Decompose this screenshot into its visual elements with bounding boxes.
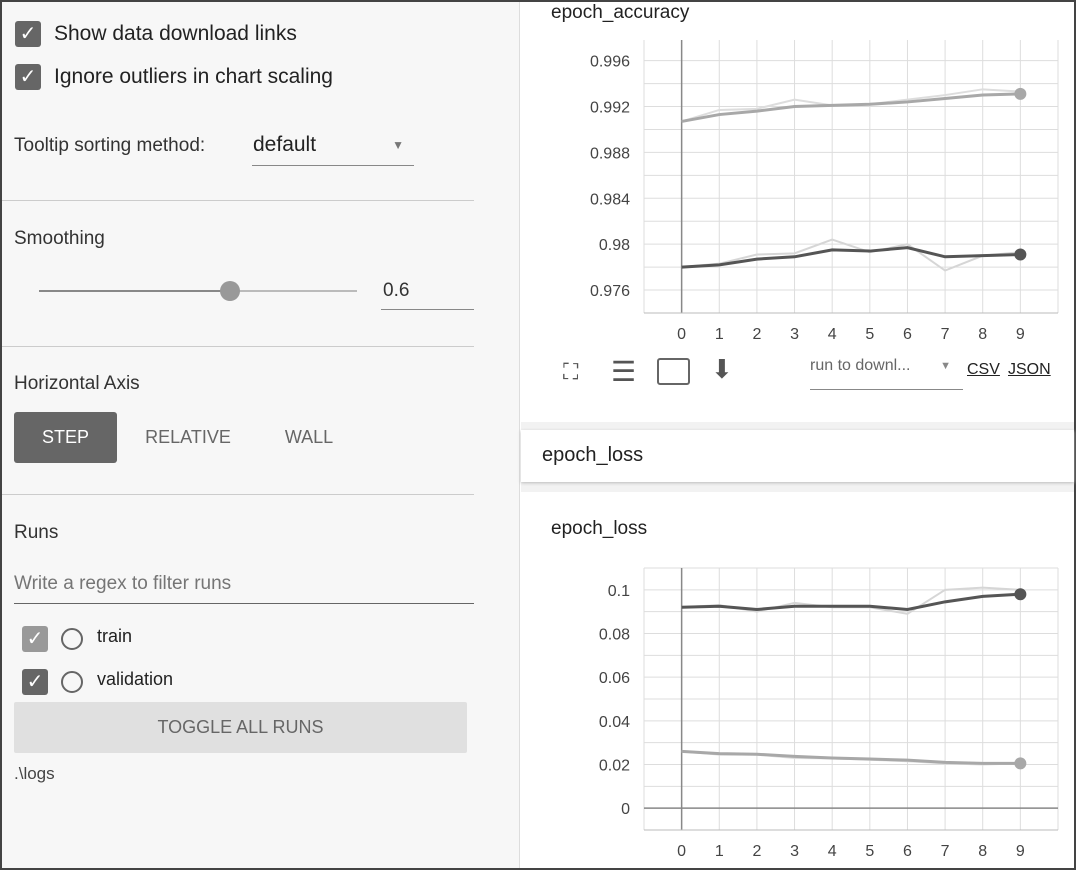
- group-header-epoch-loss[interactable]: epoch_loss: [521, 430, 1074, 482]
- run-filter-input[interactable]: [14, 564, 474, 604]
- horizontal-axis-label: Horizontal Axis: [14, 373, 140, 394]
- x-tick-label: 3: [790, 843, 799, 860]
- x-tick-label: 7: [941, 326, 950, 343]
- y-tick-label: 0.04: [599, 714, 630, 731]
- y-tick-label: 0.02: [599, 758, 630, 775]
- csv-link[interactable]: CSV: [967, 361, 1000, 378]
- x-tick-label: 0: [677, 843, 686, 860]
- tooltip-sorting-value: default: [253, 133, 317, 156]
- axis-step-button[interactable]: STEP: [14, 412, 117, 463]
- raw-line-validation: [681, 238, 1021, 272]
- x-tick-label: 0: [677, 326, 686, 343]
- x-tick-label: 3: [790, 326, 799, 343]
- smoothing-label: Smoothing: [14, 228, 105, 249]
- accuracy-chart[interactable]: 0.996 0.992 0.988 0.984 0.98 0.976 0 1 2 3 4 5 6 7 8 9: [521, 2, 1074, 347]
- series-endpoint-train: [1014, 87, 1027, 100]
- slider-fill: [39, 290, 229, 292]
- run-validation-label: validation: [97, 669, 174, 689]
- series-line-train: [681, 92, 1021, 123]
- x-tick-label: 6: [903, 843, 912, 860]
- divider: [2, 200, 474, 201]
- series-endpoint-train: [1014, 757, 1027, 770]
- group-title: epoch_loss: [542, 444, 644, 466]
- loss-chart-card: epoch_loss 0.1 0.08 0.06 0.04 0.02 0 0 1 2 3 4 5 6 7 8…: [521, 492, 1074, 868]
- axis-relative-button[interactable]: RELATIVE: [145, 427, 231, 447]
- run-train-label: train: [97, 626, 133, 646]
- smoothing-input[interactable]: 0.6: [381, 274, 474, 310]
- y-tick-label: 0.988: [590, 145, 630, 162]
- slider-thumb[interactable]: [220, 281, 240, 301]
- json-link[interactable]: JSON: [1008, 361, 1051, 378]
- settings-sidebar: ✓ Show data download links ✓ Ignore outl…: [2, 2, 520, 868]
- x-tick-label: 9: [1016, 326, 1025, 343]
- x-tick-label: 6: [903, 326, 912, 343]
- download-icon[interactable]: ⬇: [711, 354, 733, 384]
- y-tick-label: 0.1: [608, 583, 630, 600]
- series-line-validation: [681, 246, 1021, 269]
- series-line-train: [681, 749, 1021, 765]
- x-tick-label: 9: [1016, 843, 1025, 860]
- ignore-outliers-checkbox[interactable]: ✓: [15, 64, 41, 90]
- divider: [2, 494, 474, 495]
- y-tick-label: 0.992: [590, 100, 630, 117]
- x-tick-label: 1: [715, 326, 724, 343]
- x-tick-label: 2: [752, 326, 761, 343]
- ignore-outliers-label: Ignore outliers in chart scaling: [54, 65, 333, 88]
- run-validation-checkbox[interactable]: ✓: [22, 669, 48, 695]
- runs-label: Runs: [14, 522, 59, 543]
- y-tick-label: 0.08: [599, 627, 630, 644]
- fullscreen-icon[interactable]: ⛶: [563, 359, 579, 384]
- x-tick-label: 7: [941, 843, 950, 860]
- x-tick-label: 8: [978, 326, 987, 343]
- toggle-all-runs-button[interactable]: TOGGLE ALL RUNS: [14, 702, 467, 753]
- accuracy-chart-card: epoch_accuracy 0.996 0.992 0.988 0.984 0.98 0…: [521, 2, 1074, 422]
- tooltip-sorting-label: Tooltip sorting method:: [14, 135, 206, 156]
- axis-wall-button[interactable]: WALL: [284, 427, 334, 447]
- series-endpoint-validation: [1014, 248, 1027, 261]
- dropdown-arrow-icon: ▼: [940, 360, 951, 372]
- x-tick-label: 4: [828, 843, 837, 860]
- x-tick-label: 1: [715, 843, 724, 860]
- raw-line-validation: [681, 586, 1021, 615]
- x-tick-label: 5: [865, 326, 874, 343]
- lines-icon[interactable]: ☰: [611, 356, 637, 387]
- x-tick-label: 8: [978, 843, 987, 860]
- run-train-radio[interactable]: [61, 628, 83, 650]
- show-download-links-checkbox[interactable]: ✓: [15, 21, 41, 47]
- fit-domain-icon[interactable]: [657, 358, 690, 385]
- loss-chart[interactable]: 0.1 0.08 0.06 0.04 0.02 0 0 1 2 3 4 5 6 7 8 9: [521, 492, 1074, 868]
- y-tick-label: 0.98: [599, 237, 630, 254]
- run-download-placeholder: run to downl...: [810, 357, 911, 374]
- log-dir-label: .\logs: [14, 764, 55, 783]
- charts-area: epoch_accuracy 0.996 0.992 0.988 0.984 0.98 0…: [521, 2, 1074, 868]
- y-tick-label: 0.976: [590, 283, 630, 300]
- series-endpoint-validation: [1014, 588, 1027, 601]
- y-tick-label: 0.996: [590, 54, 630, 71]
- run-validation-radio[interactable]: [61, 671, 83, 693]
- x-tick-label: 4: [828, 326, 837, 343]
- tooltip-sorting-select[interactable]: default ▼: [252, 130, 414, 166]
- x-tick-label: 5: [865, 843, 874, 860]
- y-tick-label: 0: [621, 801, 630, 818]
- show-download-links-label: Show data download links: [54, 22, 297, 45]
- run-train-checkbox[interactable]: ✓: [22, 626, 48, 652]
- chart-title: epoch_accuracy: [551, 2, 690, 23]
- y-tick-label: 0.984: [590, 191, 630, 208]
- series-line-validation: [681, 592, 1021, 611]
- divider: [2, 346, 474, 347]
- x-tick-label: 2: [752, 843, 761, 860]
- chart-title: epoch_loss: [551, 518, 648, 539]
- run-download-select[interactable]: run to downl... ▼: [810, 357, 963, 390]
- smoothing-slider[interactable]: [39, 281, 357, 301]
- dropdown-arrow-icon: ▼: [392, 138, 404, 152]
- smoothing-value: 0.6: [383, 280, 410, 301]
- y-tick-label: 0.06: [599, 670, 630, 687]
